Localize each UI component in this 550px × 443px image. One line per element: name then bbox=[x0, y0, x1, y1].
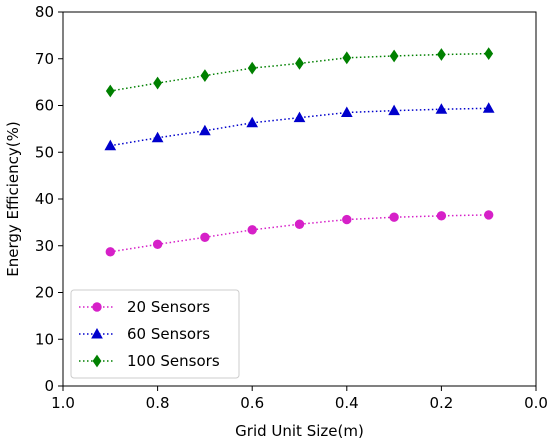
data-point bbox=[294, 219, 305, 229]
y-tick-label: 30 bbox=[35, 237, 54, 255]
data-point bbox=[152, 239, 163, 250]
data-point bbox=[199, 124, 211, 136]
data-point bbox=[247, 225, 257, 235]
data-point bbox=[104, 139, 117, 151]
data-point bbox=[435, 103, 448, 114]
legend-label: 100 Sensors bbox=[127, 352, 220, 370]
data-point bbox=[389, 212, 399, 222]
series-2 bbox=[104, 102, 495, 151]
data-point bbox=[482, 102, 495, 113]
data-point bbox=[151, 131, 164, 143]
data-point bbox=[247, 61, 257, 75]
data-point bbox=[484, 47, 494, 60]
y-tick-label: 10 bbox=[35, 330, 54, 348]
y-tick-label: 70 bbox=[35, 50, 54, 68]
x-tick-label: 0.2 bbox=[429, 394, 453, 412]
legend-box bbox=[70, 289, 240, 379]
data-point bbox=[153, 76, 163, 90]
data-point bbox=[295, 57, 304, 70]
data-point bbox=[105, 84, 115, 98]
data-point bbox=[389, 49, 399, 63]
legend-marker bbox=[92, 302, 102, 312]
y-tick-label: 0 bbox=[44, 377, 54, 395]
legend-marker bbox=[91, 327, 103, 339]
legend-label: 20 Sensors bbox=[127, 298, 210, 316]
legend-item: 100 Sensors bbox=[79, 352, 220, 370]
legend-label: 60 Sensors bbox=[127, 325, 210, 343]
x-tick-label: 0.4 bbox=[335, 394, 359, 412]
y-tick-label: 20 bbox=[35, 284, 54, 302]
y-axis-label: Energy Efficiency(%) bbox=[4, 121, 22, 277]
y-tick-label: 40 bbox=[35, 190, 54, 208]
y-tick-label: 60 bbox=[35, 97, 54, 115]
x-tick-label: 0.8 bbox=[146, 394, 170, 412]
y-tick-label: 50 bbox=[35, 143, 54, 161]
data-point bbox=[342, 214, 352, 225]
data-point bbox=[200, 232, 210, 243]
data-point bbox=[293, 111, 306, 123]
series-3 bbox=[105, 47, 494, 98]
data-point bbox=[388, 104, 400, 116]
data-point bbox=[436, 211, 447, 221]
data-point bbox=[200, 69, 210, 82]
y-tick-label: 80 bbox=[35, 3, 54, 21]
data-point bbox=[484, 210, 494, 220]
axis-ticks: 1.0 0.8 0.6 0.4 0.2 0.0 0 10 20 30 40 50 60 70 80 bbox=[35, 3, 548, 412]
series-1 bbox=[105, 210, 494, 257]
plot-area bbox=[104, 47, 495, 257]
legend-item: 20 Sensors bbox=[79, 298, 210, 316]
x-axis-label: Grid Unit Size(m) bbox=[235, 422, 364, 440]
data-point bbox=[246, 116, 259, 128]
legend: 20 Sensors 60 Sensors 100 Sensors bbox=[70, 289, 240, 379]
data-point bbox=[105, 247, 116, 257]
legend-marker bbox=[92, 354, 102, 368]
x-tick-label: 0.6 bbox=[240, 394, 264, 412]
x-tick-label: 1.0 bbox=[51, 394, 75, 412]
data-point bbox=[436, 48, 446, 61]
data-point bbox=[340, 106, 353, 118]
data-point bbox=[342, 51, 352, 65]
x-tick-label: 0.0 bbox=[524, 394, 548, 412]
legend-item: 60 Sensors bbox=[79, 325, 210, 343]
